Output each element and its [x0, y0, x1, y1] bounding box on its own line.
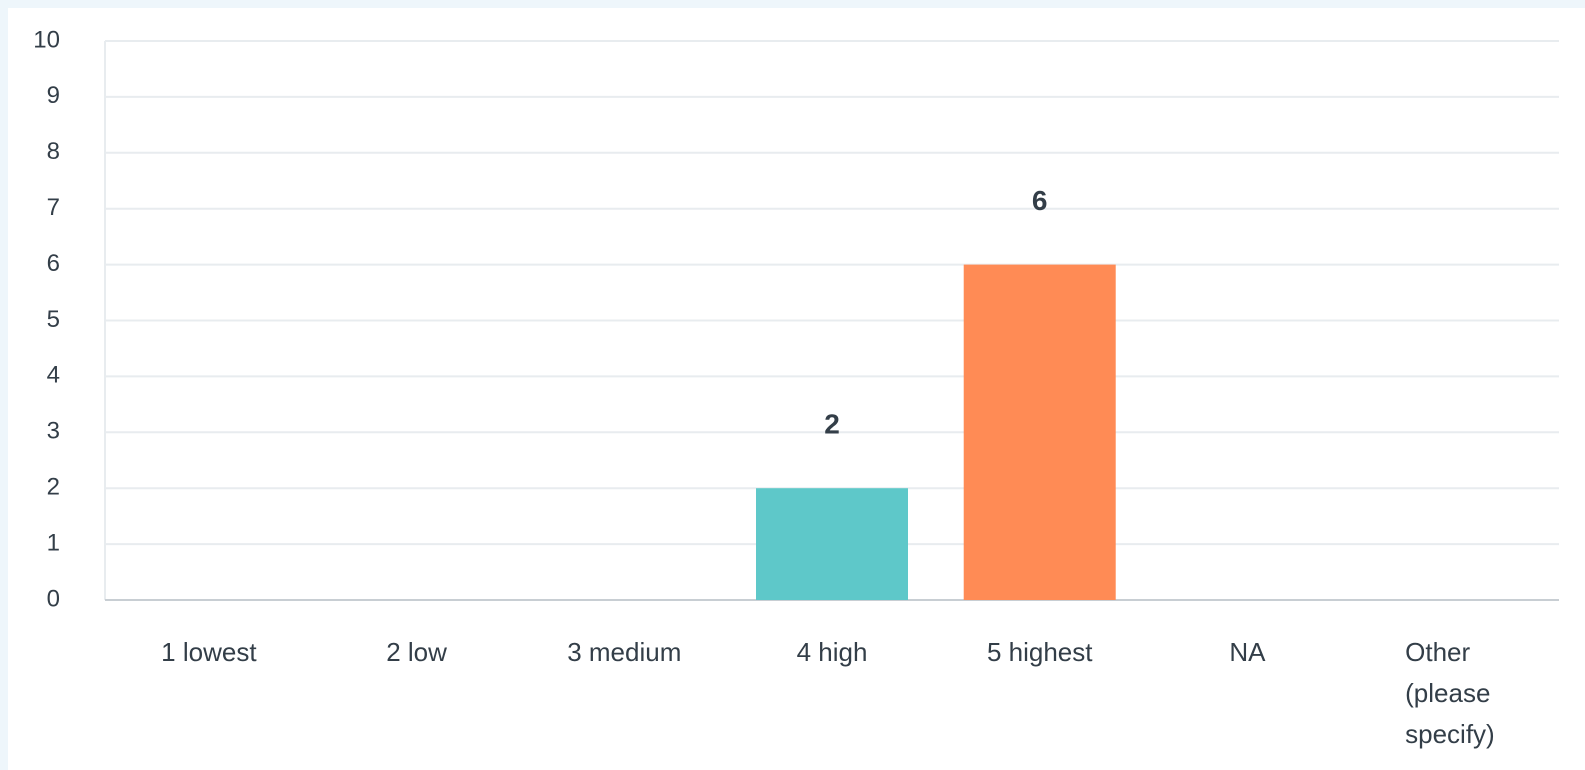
bar[interactable] [756, 488, 908, 600]
x-category-label: 1 lowest [161, 637, 257, 667]
bar-chart: 0 1 2 3 4 5 6 7 8 9 10 2 6 1 lowest 2 low 3 medium 4 h… [8, 8, 1585, 770]
y-tick-label: 3 [47, 418, 60, 445]
y-tick-label: 9 [47, 82, 60, 109]
y-tick-label: 1 [47, 529, 60, 556]
x-category-label: Other (please specify) [1405, 637, 1495, 749]
y-tick-label: 10 [33, 26, 60, 53]
bar[interactable] [964, 265, 1116, 600]
y-tick-label: 7 [47, 194, 60, 221]
data-label: 2 [824, 409, 840, 440]
y-tick-label: 8 [47, 138, 60, 165]
chart-container: 0 1 2 3 4 5 6 7 8 9 10 2 6 1 lowest 2 low 3 medium 4 h… [8, 8, 1585, 770]
y-axis-ticks: 0 1 2 3 4 5 6 7 8 9 10 [33, 26, 60, 612]
x-category-label: 2 low [386, 637, 447, 667]
y-tick-label: 2 [47, 474, 60, 501]
y-tick-label: 5 [47, 306, 60, 333]
x-category-label: 3 medium [567, 637, 681, 667]
data-label: 6 [1032, 185, 1048, 216]
y-tick-label: 4 [47, 362, 60, 389]
x-category-label: 5 highest [987, 637, 1093, 667]
y-tick-label: 0 [47, 585, 60, 612]
y-tick-label: 6 [47, 250, 60, 277]
x-category-label: 4 high [797, 637, 868, 667]
x-axis-categories: 1 lowest 2 low 3 medium 4 high 5 highest NA Ot… [161, 637, 1495, 749]
x-category-label: NA [1229, 637, 1266, 667]
